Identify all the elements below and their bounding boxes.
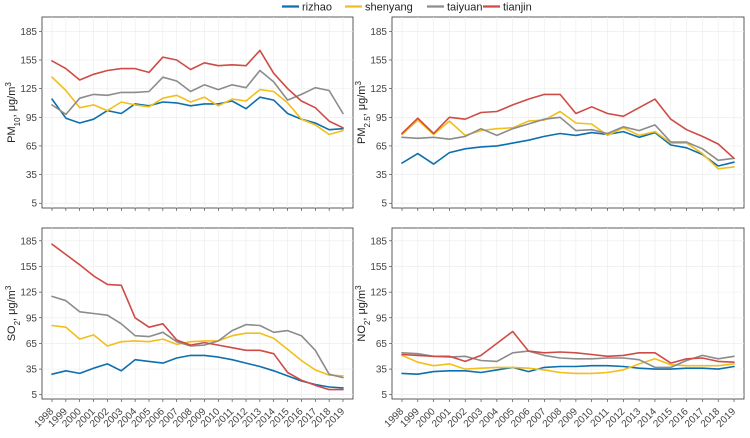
y-tick-label: 155 [20,55,37,66]
y-axis-title-superscript: 3 [4,82,13,87]
series-line-so2-tianjin [51,243,344,391]
y-tick-label: 65 [376,339,388,350]
series-line-no2-tianjin [401,330,735,364]
series-line-so2-shenyang [51,324,344,377]
legend-label-rizhao: rizhao [302,2,332,14]
panel-so2: 5356595125155185199819992000200120022003… [4,227,354,430]
panel-frame [391,16,745,209]
series-line-no2-taiyuan [401,350,735,369]
legend-label-tianjin: tianjin [503,2,532,14]
y-axis-title-main: NO [356,325,368,342]
series-line-pm10-tianjin [51,49,344,129]
y-tick-label: 65 [376,141,388,152]
y-tick-label: 5 [31,390,37,401]
legend-item-taiyuan: taiyuan [427,2,482,14]
y-tick-label: 125 [20,84,37,95]
series-line-pm25-shenyang [401,110,735,170]
legend-label-taiyuan: taiyuan [447,2,482,14]
y-tick-label: 185 [20,27,37,38]
legend: rizhao shenyang taiyuan tianjin [282,2,532,14]
y-tick-label: 95 [26,313,38,324]
y-axis-title-unit: , μg/m [6,290,18,321]
panel-pm25: 5 35 65 95 125 155 185 PM2.5, μg/m3 [354,16,745,211]
y-axis-title-subscript: 2 [363,320,372,325]
y-tick-label: 35 [26,365,38,376]
y-tick-label: 125 [20,288,37,299]
legend-item-shenyang: shenyang [345,2,413,14]
y-tick-label: 95 [26,113,38,124]
y-tick-label: 65 [26,141,38,152]
y-axis-title-superscript: 3 [354,285,363,290]
series-line-pm25-tianjin [401,93,735,160]
series-line-so2-rizhao [51,354,344,389]
y-tick-label: 185 [370,27,387,38]
y-axis-title-superscript: 3 [4,285,13,290]
series-line-pm10-shenyang [51,76,344,136]
y-tick-label: 35 [376,170,388,181]
y-axis-title-unit: , μg/m [6,87,18,118]
series-line-pm25-rizhao [401,130,735,167]
series-line-pm10-rizhao [51,96,344,131]
y-tick-label: 95 [376,113,388,124]
y-tick-label: 125 [370,84,387,95]
y-axis-title: PM10, μg/m3 [4,82,22,143]
y-tick-label: 125 [370,288,387,299]
y-axis-title-main: PM [356,127,368,144]
y-tick-label: 185 [370,236,387,247]
series-line-pm10-taiyuan [51,69,344,116]
legend-item-tianjin: tianjin [483,2,532,14]
series-line-so2-taiyuan [51,295,344,379]
panel-frame [41,16,354,209]
y-tick-label: 155 [370,262,387,273]
y-tick-label: 5 [381,199,387,210]
y-tick-label: 35 [26,170,38,181]
y-axis-title: NO2, μg/m3 [354,285,372,342]
y-tick-label: 155 [20,262,37,273]
y-axis-title-subscript: 2 [13,320,22,325]
series-line-no2-rizhao [401,364,735,376]
panel-pm10: 5 35 65 95 125 155 185 PM10, μg/m3 [4,16,354,211]
y-tick-label: 35 [376,365,388,376]
series-line-pm25-taiyuan [401,116,735,162]
y-axis-title-unit: , μg/m [356,290,368,321]
legend-item-rizhao: rizhao [282,2,332,14]
y-axis-title-main: SO [6,325,18,341]
series-line-no2-shenyang [401,354,735,375]
legend-label-shenyang: shenyang [365,2,413,14]
y-axis-title-subscript: 10 [13,117,22,126]
y-tick-label: 65 [26,339,38,350]
y-axis-title: PM2.5, μg/m3 [354,81,372,144]
y-tick-label: 5 [381,390,387,401]
y-tick-label: 155 [370,55,387,66]
y-axis-title-subscript: 2.5 [363,116,372,128]
x-tick-label: 2019 [715,406,739,430]
y-tick-label: 95 [376,313,388,324]
panel-no2: 5356595125155185199819992000200120022003… [354,227,745,430]
y-tick-label: 185 [20,236,37,247]
y-axis-title: SO2, μg/m3 [4,285,22,341]
y-axis-title-main: PM [6,126,18,143]
y-tick-label: 5 [31,199,37,210]
y-axis-title-superscript: 3 [354,81,363,86]
y-axis-title-unit: , μg/m [356,86,368,117]
